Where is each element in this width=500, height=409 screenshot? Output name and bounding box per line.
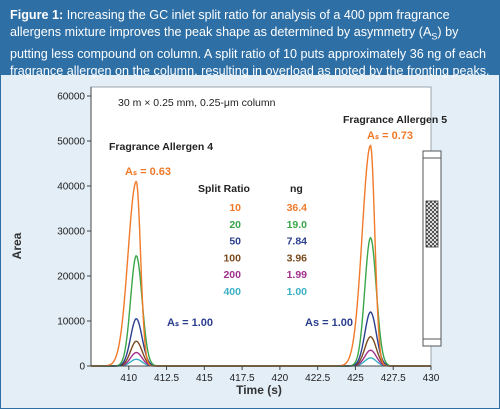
peak4-asym-low: Aₛ = 1.00 — [167, 317, 213, 329]
chromatogram-chart: 0 10000 20000 30000 40000 50000 60000 410 412.5 4… — [10, 86, 447, 397]
x-tick-label: 420 — [272, 373, 289, 384]
x-tick-label: 410 — [120, 373, 137, 384]
table-ng-10: 36.4 — [287, 202, 308, 214]
y-tick-label: 30000 — [57, 227, 85, 238]
table-ng-20: 19.0 — [287, 219, 308, 231]
plot-area — [90, 86, 432, 367]
caption-text: Increasing the GC inlet split ratio for … — [10, 8, 450, 39]
x-tick-label: 422.5 — [305, 373, 330, 384]
x-axis-label: Time (s) — [236, 383, 282, 397]
figure-caption: Figure 1: Increasing the GC inlet split … — [1, 1, 499, 78]
y-tick-label: 0 — [79, 362, 85, 373]
x-tick-label: 427.5 — [381, 373, 406, 384]
table-header-ng: ng — [290, 183, 303, 195]
peak5-label: Fragrance Allergen 5 — [343, 114, 447, 126]
y-tick-label: 50000 — [57, 137, 85, 148]
caption-text-2: ) by putting less compound on column. A … — [10, 25, 490, 78]
table-ng-200: 1.99 — [287, 269, 308, 281]
table-ng-400: 1.00 — [287, 286, 308, 298]
y-axis-label: Area — [10, 232, 24, 259]
x-tick-label: 412.5 — [154, 373, 179, 384]
y-tick-label: 40000 — [57, 182, 85, 193]
table-ratio-200: 200 — [223, 269, 241, 281]
caption-label: Figure 1: — [10, 8, 64, 22]
table-ratio-400: 400 — [223, 286, 241, 298]
x-tick-label: 430 — [423, 373, 440, 384]
x-tick-label: 415 — [196, 373, 213, 384]
y-tick-label: 10000 — [57, 317, 85, 328]
column-schematic — [422, 150, 442, 347]
column-note: 30 m × 0.25 mm, 0.25-μm column — [118, 97, 276, 109]
x-tick-label: 425 — [347, 373, 364, 384]
table-ratio-20: 20 — [229, 219, 241, 231]
table-header-ratio: Split Ratio — [198, 183, 250, 195]
y-tick-label: 20000 — [57, 272, 85, 283]
table-ratio-100: 100 — [223, 252, 241, 264]
caption-subscript: S — [431, 31, 438, 42]
table-ng-100: 3.96 — [287, 252, 308, 264]
peak5-asym-low: As = 1.00 — [305, 317, 353, 329]
table-ratio-50: 50 — [229, 236, 241, 248]
table-ratio-10: 10 — [229, 202, 241, 214]
table-ng-50: 7.84 — [287, 236, 308, 248]
x-tick-label: 417.5 — [230, 373, 255, 384]
peak4-asym-high: Aₛ = 0.63 — [125, 166, 171, 178]
peak5-asym-high: Aₛ = 0.73 — [367, 130, 413, 142]
y-tick-label: 60000 — [57, 92, 85, 103]
peak4-label: Fragrance Allergen 4 — [109, 141, 213, 153]
